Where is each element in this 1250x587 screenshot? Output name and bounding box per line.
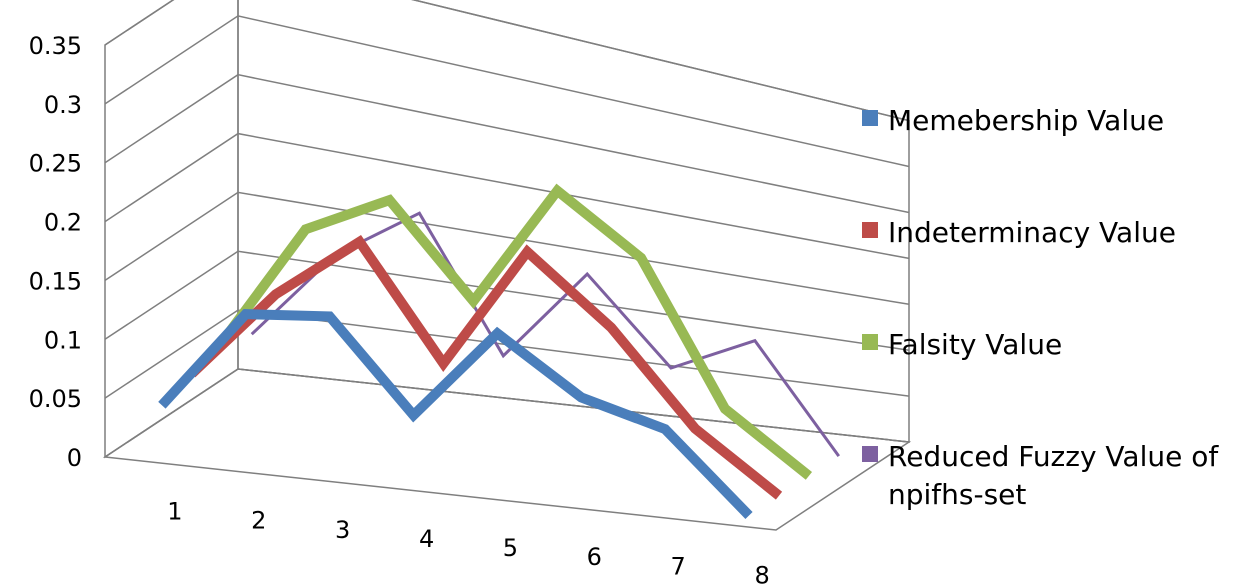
gridline (104, 132, 910, 260)
gridline (104, 309, 910, 399)
series-line-3 (217, 183, 813, 480)
x-tick-label: 2 (251, 507, 266, 535)
y-axis-ticks: 0 0.05 0.1 0.15 0.2 0.25 0.3 0.35 (29, 32, 82, 472)
y-tick-label: 0 (67, 444, 82, 472)
y-tick-label: 0.35 (29, 32, 82, 60)
legend-label: Memebership Value (888, 104, 1164, 137)
x-tick-label: 3 (335, 516, 350, 544)
x-axis-ticks: 1 2 3 4 5 6 7 8 (167, 498, 769, 587)
series-lines (158, 183, 841, 519)
y-tick-label: 0.3 (44, 91, 82, 119)
y-tick-label: 0.05 (29, 385, 82, 413)
gridlines (104, 0, 910, 458)
legend-label: Indeterminacy Value (888, 216, 1176, 249)
series-line-2 (188, 235, 783, 500)
x-tick-label: 1 (167, 498, 182, 526)
y-tick-label: 0.2 (44, 209, 82, 237)
gridline (104, 73, 910, 214)
y-tick-label: 0.15 (29, 267, 82, 295)
gridline (104, 15, 910, 168)
y-tick-label: 0.1 (44, 326, 82, 354)
x-tick-label: 8 (754, 561, 769, 587)
gridline (104, 191, 910, 306)
legend: Memebership Value Indeterminacy Value Fals… (862, 104, 1219, 511)
x-tick-label: 7 (671, 552, 686, 580)
legend-swatch (862, 446, 878, 462)
legend-label: Falsity Value (888, 328, 1062, 361)
x-tick-label: 6 (587, 543, 602, 571)
legend-swatch (862, 110, 878, 126)
legend-swatch (862, 222, 878, 238)
gridline (104, 0, 910, 122)
legend-swatch (862, 334, 878, 350)
x-tick-label: 5 (503, 534, 518, 562)
gridline (104, 250, 910, 351)
y-tick-label: 0.25 (29, 150, 82, 178)
gridline (104, 368, 910, 458)
series-line-1 (158, 309, 753, 519)
x-tick-label: 4 (419, 525, 434, 553)
floor (102, 368, 912, 531)
legend-label: Reduced Fuzzy Value of npifhs-set (888, 440, 1219, 511)
